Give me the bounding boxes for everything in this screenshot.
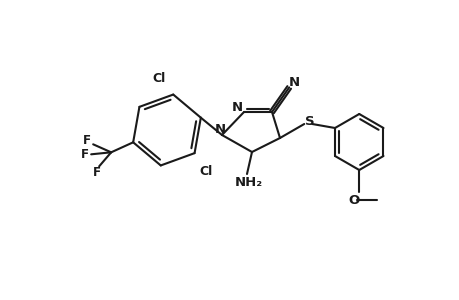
Text: Cl: Cl	[151, 71, 165, 85]
Text: N: N	[214, 122, 225, 136]
Text: N: N	[231, 100, 242, 113]
Text: S: S	[305, 115, 314, 128]
Text: O: O	[348, 194, 359, 206]
Text: F: F	[93, 166, 101, 179]
Text: NH₂: NH₂	[235, 176, 263, 190]
Text: N: N	[288, 76, 299, 89]
Text: F: F	[83, 134, 91, 147]
Text: F: F	[81, 148, 89, 161]
Text: Cl: Cl	[199, 165, 213, 178]
